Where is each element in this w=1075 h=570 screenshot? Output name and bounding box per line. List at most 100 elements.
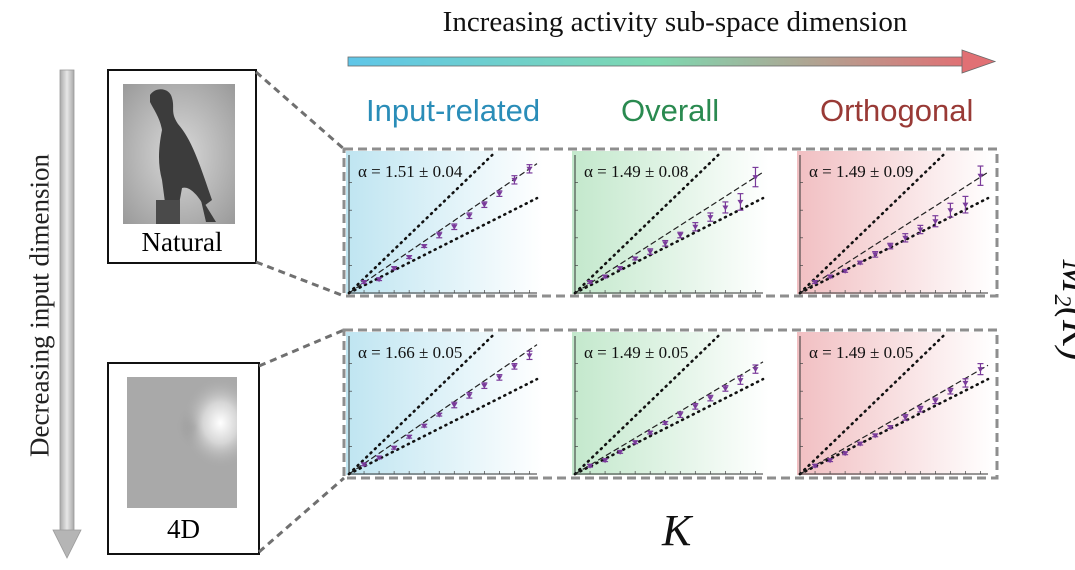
- lower-guide-line: [798, 377, 990, 476]
- y-axis-label-text: M̅₂(K): [1054, 259, 1075, 361]
- fit-line: [799, 364, 989, 475]
- data-point: [962, 202, 969, 208]
- data-point: [421, 423, 428, 429]
- column-title-overall: Overall: [621, 93, 720, 128]
- data-point: [587, 279, 594, 285]
- panel-4d-input-related: α = 1.66 ± 0.05: [346, 332, 543, 476]
- data-point: [526, 166, 533, 172]
- data-point: [842, 451, 849, 457]
- data-point: [481, 383, 488, 389]
- data-point: [406, 434, 413, 440]
- x-axis-label: K: [662, 506, 692, 555]
- alpha-annotation: α = 1.49 ± 0.09: [809, 162, 913, 181]
- data-point: [962, 380, 969, 386]
- data-point: [617, 266, 624, 272]
- column-title-input-related: Input-related: [366, 93, 541, 128]
- data-point: [391, 445, 398, 451]
- panel-row-border-4d: [342, 328, 999, 480]
- data-point: [632, 256, 639, 262]
- data-point: [391, 266, 398, 272]
- data-point: [526, 353, 533, 359]
- data-point: [872, 433, 879, 439]
- data-point: [692, 224, 699, 230]
- lower-guide-line: [573, 377, 765, 476]
- data-point: [466, 213, 473, 219]
- data-point: [812, 279, 819, 285]
- data-point: [677, 233, 684, 239]
- bird-image: [150, 89, 212, 210]
- data-point: [827, 458, 834, 464]
- y-axis-label: M̅₂(K): [1025, 235, 1075, 385]
- natural-image-caption: Natural: [141, 227, 223, 257]
- lower-guide-line: [347, 196, 539, 295]
- data-point: [902, 415, 909, 421]
- panel-natural-orthogonal: α = 1.49 ± 0.09: [797, 151, 994, 295]
- data-point: [917, 407, 924, 413]
- data-point: [827, 274, 834, 280]
- data-point: [511, 364, 518, 370]
- data-point: [376, 277, 383, 283]
- data-point: [436, 233, 443, 239]
- horizontal-arrow: [347, 49, 997, 74]
- side-label: Decreasing input dimension: [24, 154, 55, 457]
- data-point: [496, 191, 503, 197]
- panel-background: [797, 332, 994, 475]
- data-point: [677, 412, 684, 418]
- data-point: [932, 219, 939, 225]
- data-point: [857, 441, 864, 447]
- alpha-annotation: α = 1.51 ± 0.04: [358, 162, 463, 181]
- vertical-arrow: [52, 69, 82, 559]
- data-point: [707, 215, 714, 221]
- data-point: [707, 396, 714, 402]
- data-point: [662, 420, 669, 426]
- data-point: [872, 252, 879, 258]
- 4d-image-caption: 4D: [167, 514, 200, 544]
- fit-line: [348, 163, 538, 294]
- alpha-annotation: α = 1.66 ± 0.05: [358, 343, 462, 362]
- data-point: [451, 403, 458, 408]
- column-title-orthogonal: Orthogonal: [820, 93, 974, 128]
- alpha-annotation: α = 1.49 ± 0.05: [809, 343, 913, 362]
- panel-background: [797, 151, 994, 294]
- data-point: [737, 378, 744, 384]
- data-point: [887, 425, 894, 431]
- alpha-annotation: α = 1.49 ± 0.05: [584, 343, 688, 362]
- panel-natural-overall: α = 1.49 ± 0.08: [572, 151, 769, 295]
- data-point: [692, 404, 699, 410]
- panel-4d-overall: α = 1.49 ± 0.05: [572, 332, 769, 476]
- data-point: [376, 455, 383, 461]
- data-point: [947, 389, 954, 395]
- data-point: [647, 249, 654, 255]
- panel-row-border-natural: [342, 147, 999, 298]
- fit-line: [799, 171, 989, 294]
- fit-line: [574, 171, 764, 294]
- data-point: [587, 463, 594, 469]
- data-point: [887, 244, 894, 250]
- data-point: [752, 367, 759, 373]
- data-point: [617, 449, 624, 455]
- data-point: [737, 199, 744, 205]
- data-point: [647, 430, 654, 436]
- data-point: [977, 173, 984, 179]
- data-point: [451, 224, 458, 230]
- data-point: [436, 412, 443, 418]
- panel-background: [346, 332, 543, 475]
- data-point: [932, 398, 939, 404]
- fit-line: [348, 344, 538, 475]
- data-point: [602, 458, 609, 464]
- panel-background: [572, 151, 769, 294]
- data-point: [947, 208, 954, 214]
- panel-4d-orthogonal: α = 1.49 ± 0.05: [797, 332, 994, 476]
- data-point: [857, 260, 864, 266]
- fit-line: [574, 361, 764, 475]
- figure-title: Increasing activity sub-space dimension: [442, 6, 908, 38]
- panel-background: [346, 151, 543, 294]
- data-point: [361, 279, 368, 285]
- 4d-image-inset: [107, 362, 260, 555]
- data-point: [917, 227, 924, 233]
- data-point: [511, 177, 518, 183]
- panel-background: [572, 332, 769, 475]
- data-point: [662, 241, 669, 247]
- data-point: [977, 367, 984, 373]
